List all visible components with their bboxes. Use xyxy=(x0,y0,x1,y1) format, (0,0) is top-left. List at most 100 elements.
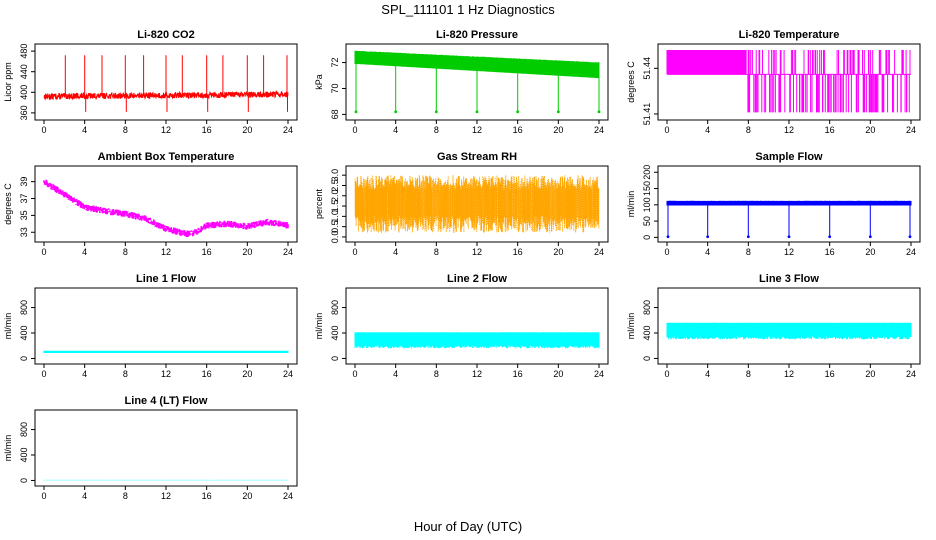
y-tick-label-line1-1: 400 xyxy=(19,325,29,340)
data-layer-rh xyxy=(354,175,600,233)
x-tick-label-line4-6: 24 xyxy=(283,491,293,501)
series-band-line2 xyxy=(354,332,600,349)
y-tick-label-ambient-1: 35 xyxy=(19,210,29,220)
x-tick-label-sample-1: 4 xyxy=(705,247,710,257)
x-tick-label-line3-6: 24 xyxy=(906,369,916,379)
y-tick-label-ambient-3: 39 xyxy=(19,177,29,187)
y-tick-label-line3-2: 800 xyxy=(642,300,652,315)
y-tick-label-pressure-0: 68 xyxy=(330,109,340,119)
x-tick-label-line3-2: 8 xyxy=(746,369,751,379)
y-tick-label-rh-2: 1.0 xyxy=(330,210,340,223)
y-tick-label-ambient-2: 37 xyxy=(19,194,29,204)
y-tick-label-line1-2: 800 xyxy=(19,300,29,315)
x-tick-label-li820temp-0: 0 xyxy=(664,125,669,135)
x-tick-label-line1-3: 12 xyxy=(161,369,171,379)
x-tick-label-line3-0: 0 xyxy=(664,369,669,379)
x-tick-label-line2-4: 16 xyxy=(513,369,523,379)
data-layer-co2 xyxy=(43,55,289,112)
x-tick-label-sample-6: 24 xyxy=(906,247,916,257)
x-tick-label-rh-1: 4 xyxy=(393,247,398,257)
x-tick-label-co2-4: 16 xyxy=(202,125,212,135)
x-tick-label-pressure-4: 16 xyxy=(513,125,523,135)
chart-panel-rh: Gas Stream RH percent 0 4 8 12 16 20 24 0.00.51.0… xyxy=(314,151,609,257)
y-tick-label-line2-1: 400 xyxy=(330,325,340,340)
spike-point-sample-4 xyxy=(828,235,832,239)
chart-panel-line4: Line 4 (LT) Flow ml/min 0 4 8 12 16 20 24 0 400 800 xyxy=(3,395,298,501)
data-layer-line1 xyxy=(43,350,289,353)
panel-title-li820temp: Li-820 Temperature xyxy=(739,29,840,41)
x-tick-label-line1-1: 4 xyxy=(82,369,87,379)
spike-point-pressure-6 xyxy=(597,110,601,114)
spike-point-sample-6 xyxy=(908,235,912,239)
x-tick-label-line4-4: 16 xyxy=(202,491,212,501)
x-tick-label-rh-5: 20 xyxy=(553,247,563,257)
y-axis-label-co2: Licor ppm xyxy=(3,62,13,102)
chart-panel-li820temp: Li-820 Temperature degrees C 0 4 8 12 16 20 24 51… xyxy=(626,29,921,135)
panel-title-line2: Line 2 Flow xyxy=(447,273,507,285)
x-tick-label-co2-6: 24 xyxy=(283,125,293,135)
panel-title-rh: Gas Stream RH xyxy=(437,151,517,163)
x-tick-label-rh-0: 0 xyxy=(352,247,357,257)
spike-point-pressure-5 xyxy=(556,110,560,114)
y-tick-label-ambient-0: 33 xyxy=(19,227,29,237)
y-axis-label-sample: ml/min xyxy=(626,191,636,218)
x-tick-label-li820temp-5: 20 xyxy=(865,125,875,135)
x-tick-label-co2-1: 4 xyxy=(82,125,87,135)
y-tick-label-sample-2: 100 xyxy=(642,197,652,212)
x-tick-label-sample-3: 12 xyxy=(784,247,794,257)
x-tick-label-line1-5: 20 xyxy=(242,369,252,379)
y-tick-label-line4-1: 400 xyxy=(19,447,29,462)
y-tick-label-co2-0: 360 xyxy=(19,105,29,120)
data-layer-sample xyxy=(666,200,912,239)
y-tick-label-line4-2: 800 xyxy=(19,422,29,437)
x-tick-label-co2-0: 0 xyxy=(41,125,46,135)
spike-point-sample-0 xyxy=(666,235,670,239)
x-tick-label-rh-2: 8 xyxy=(434,247,439,257)
y-axis-label-line1: ml/min xyxy=(3,313,13,340)
spike-point-sample-5 xyxy=(868,235,872,239)
x-tick-label-pressure-2: 8 xyxy=(434,125,439,135)
spike-point-pressure-0 xyxy=(354,110,358,114)
x-tick-label-line4-3: 12 xyxy=(161,491,171,501)
x-tick-label-rh-6: 24 xyxy=(594,247,604,257)
x-tick-label-line1-2: 8 xyxy=(123,369,128,379)
y-axis-label-li820temp: degrees C xyxy=(626,61,636,103)
y-axis-label-ambient: degrees C xyxy=(3,183,13,225)
x-tick-label-line2-2: 8 xyxy=(434,369,439,379)
series-line-co2 xyxy=(43,55,289,112)
y-tick-label-sample-3: 150 xyxy=(642,181,652,196)
x-tick-label-li820temp-1: 4 xyxy=(705,125,710,135)
y-tick-label-pressure-2: 72 xyxy=(330,58,340,68)
data-layer-li820temp xyxy=(666,50,911,113)
x-tick-label-rh-3: 12 xyxy=(472,247,482,257)
chart-panel-ambient: Ambient Box Temperature degrees C 0 4 8 12 16 2… xyxy=(3,151,298,257)
x-tick-label-line3-3: 12 xyxy=(784,369,794,379)
x-tick-label-ambient-2: 8 xyxy=(123,247,128,257)
x-tick-label-rh-4: 16 xyxy=(513,247,523,257)
x-tick-label-line2-3: 12 xyxy=(472,369,482,379)
panel-title-sample: Sample Flow xyxy=(755,151,823,163)
y-axis-label-line4: ml/min xyxy=(3,435,13,462)
y-tick-label-co2-3: 480 xyxy=(19,44,29,59)
y-tick-label-rh-4: 2.0 xyxy=(330,190,340,203)
x-tick-label-line1-4: 16 xyxy=(202,369,212,379)
x-tick-label-line4-1: 4 xyxy=(82,491,87,501)
x-tick-label-li820temp-2: 8 xyxy=(746,125,751,135)
spike-point-pressure-2 xyxy=(434,110,438,114)
series-band-line3 xyxy=(666,322,912,340)
series-band-pressure xyxy=(354,50,600,112)
data-layer-line3 xyxy=(666,322,912,340)
y-tick-label-li820temp-1: 51.44 xyxy=(642,57,652,80)
data-layer-ambient xyxy=(43,179,289,237)
x-tick-label-ambient-5: 20 xyxy=(242,247,252,257)
y-tick-label-line2-2: 800 xyxy=(330,300,340,315)
plot-frame-line4 xyxy=(34,409,298,487)
x-tick-label-li820temp-3: 12 xyxy=(784,125,794,135)
x-tick-label-pressure-3: 12 xyxy=(472,125,482,135)
x-tick-label-co2-3: 12 xyxy=(161,125,171,135)
x-tick-label-pressure-5: 20 xyxy=(553,125,563,135)
series-band-sample xyxy=(666,200,912,237)
